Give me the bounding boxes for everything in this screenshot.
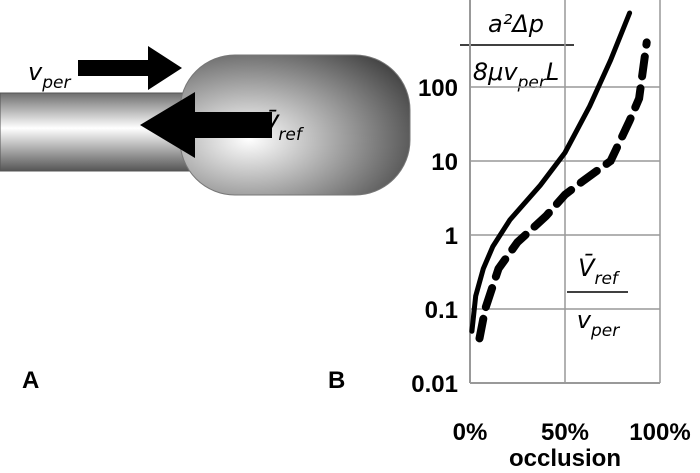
y-tick-label: 0.1 xyxy=(425,297,458,324)
label: vper xyxy=(28,58,71,93)
y-label-numerator: a²Δp xyxy=(488,10,544,38)
panel-label: B xyxy=(328,367,345,394)
arrow-right xyxy=(78,46,182,90)
x-label: occlusion xyxy=(509,445,621,472)
annotation-denominator: vper xyxy=(577,306,620,341)
chart: a²Δp 8μvperL V̄ref vper occlusion 0.01 0.… xyxy=(411,0,691,472)
x-tick-label: 0% xyxy=(453,419,488,446)
y-tick-label: 1 xyxy=(445,223,458,250)
diagram: vper V̄ref xyxy=(0,46,411,196)
panel-label: A xyxy=(22,367,39,394)
x-tick-label: 50% xyxy=(541,419,589,446)
line xyxy=(475,38,651,343)
x-tick-label: 100% xyxy=(629,419,690,446)
y-tick-label: 10 xyxy=(431,149,458,176)
annotation-numerator: V̄ref xyxy=(578,253,621,289)
arrow-left xyxy=(140,92,272,158)
y-tick-label: 0.01 xyxy=(411,371,458,398)
y-label-denominator: 8μvperL xyxy=(473,58,559,93)
label: V̄ref xyxy=(262,109,305,145)
line xyxy=(469,10,633,334)
y-tick-label: 100 xyxy=(418,75,458,102)
